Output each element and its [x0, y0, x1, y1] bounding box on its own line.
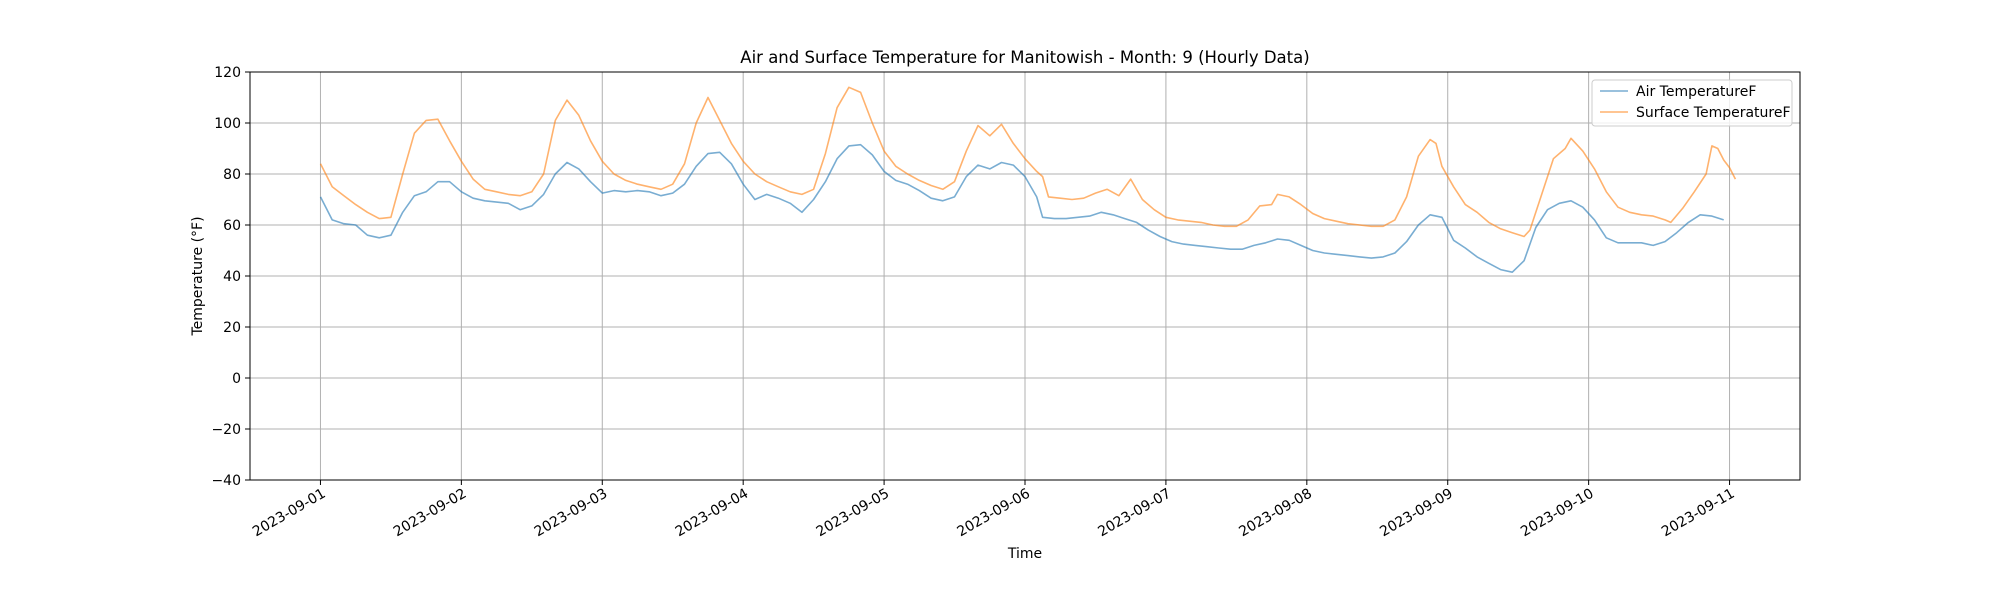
legend: Air TemperatureF Surface TemperatureF — [1591, 79, 1793, 127]
chart-title: Air and Surface Temperature for Manitowi… — [740, 48, 1309, 67]
y-tick-label-7: 100 — [214, 116, 241, 132]
y-tick-label-3: 20 — [223, 320, 241, 336]
series-layer — [319, 86, 1737, 274]
legend-surface-label: Surface TemperatureF — [1636, 105, 1791, 121]
y-tick-label-0: −40 — [211, 473, 241, 489]
y-tick-label-2: 0 — [232, 371, 241, 387]
legend-air-label: Air TemperatureF — [1636, 84, 1756, 100]
grid-layer — [250, 71, 1800, 481]
y-tick-label-5: 60 — [223, 218, 241, 234]
y-axis-label: Temperature (°F) — [190, 216, 206, 336]
y-tick-label-1: −20 — [211, 422, 241, 438]
y-tick-label-8: 120 — [214, 65, 241, 81]
legend-box — [1591, 79, 1793, 127]
series-line-surface-temperature — [319, 86, 1737, 238]
series-line-air-temperature — [319, 143, 1724, 274]
y-tick-label-6: 80 — [223, 167, 241, 183]
y-tick-label-4: 40 — [223, 269, 241, 285]
y-axis-ticks: −40 −20 0 20 40 60 80 100 120 — [211, 65, 250, 489]
x-axis-label: Time — [1007, 546, 1042, 562]
